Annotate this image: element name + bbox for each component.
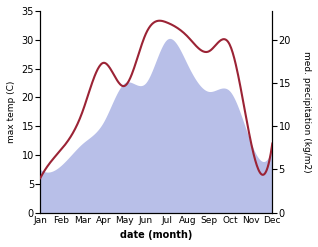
Y-axis label: max temp (C): max temp (C) xyxy=(7,81,16,143)
X-axis label: date (month): date (month) xyxy=(120,230,192,240)
Y-axis label: med. precipitation (kg/m2): med. precipitation (kg/m2) xyxy=(302,51,311,173)
